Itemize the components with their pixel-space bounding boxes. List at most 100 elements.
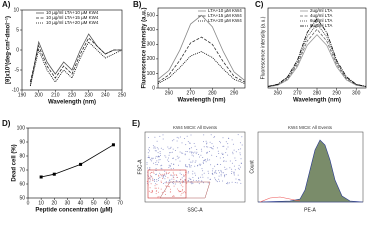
dot <box>155 162 157 163</box>
dot <box>173 157 174 159</box>
dot <box>167 159 169 161</box>
dot <box>228 137 230 139</box>
dot <box>185 165 187 167</box>
dot <box>234 182 236 183</box>
dot <box>181 152 183 154</box>
dot <box>160 188 162 190</box>
dot <box>151 192 153 194</box>
dot <box>200 148 202 150</box>
dot <box>161 192 163 194</box>
dot <box>239 142 241 144</box>
dot <box>213 136 215 138</box>
dot <box>168 185 169 187</box>
dot <box>162 177 164 179</box>
dot <box>206 152 208 154</box>
dot <box>154 147 156 149</box>
dot <box>162 178 163 179</box>
dot <box>156 180 158 182</box>
panel-title: KW4 MIC8: All Events <box>288 125 333 130</box>
dot <box>167 146 169 148</box>
dot <box>170 174 172 176</box>
y-tick-label: 5 <box>16 27 19 33</box>
panel-title: KW4 MIC8: All Events <box>173 125 218 130</box>
dot <box>218 178 220 180</box>
panel-label: E) <box>132 119 140 128</box>
x-tick-label: 280 <box>208 90 217 96</box>
dot <box>200 163 202 165</box>
dot <box>192 182 194 184</box>
dot <box>147 167 148 169</box>
dot <box>153 172 155 174</box>
dot <box>164 190 166 192</box>
dot <box>218 175 220 177</box>
legend-label: 10 µg/ml LTA+15 µM KW4 <box>46 15 99 20</box>
dot <box>180 174 182 175</box>
x-tick-label: 60 <box>104 200 110 206</box>
dot <box>225 174 227 176</box>
x-axis-label: Wavelength (nm) <box>48 100 96 106</box>
dot <box>149 159 151 161</box>
dot <box>226 148 228 150</box>
dot <box>151 176 153 178</box>
dot <box>241 144 243 146</box>
dot <box>158 196 160 198</box>
dot <box>211 154 213 156</box>
point <box>79 162 83 166</box>
y-tick-label: 10 <box>13 7 19 13</box>
dot <box>176 140 178 142</box>
dot <box>168 172 170 174</box>
dot <box>158 155 159 157</box>
dot <box>168 164 170 166</box>
y-tick-label: 0 <box>152 85 155 91</box>
dot <box>149 177 151 179</box>
series-line <box>29 37 122 83</box>
dot <box>176 188 178 190</box>
dot <box>218 170 220 172</box>
dot <box>151 158 153 160</box>
x-tick-label: 290 <box>332 90 341 96</box>
dot <box>172 157 174 159</box>
dot <box>169 166 171 168</box>
dot <box>153 171 155 173</box>
dot <box>216 147 218 149</box>
dot <box>156 164 158 166</box>
dot <box>190 182 192 184</box>
x-tick-label: 250 <box>118 92 127 98</box>
dot <box>182 186 184 188</box>
dot <box>177 157 179 159</box>
dot <box>207 159 209 161</box>
dot <box>155 164 157 166</box>
dot <box>224 176 226 178</box>
dot <box>149 187 151 189</box>
dot <box>222 172 224 174</box>
dot <box>169 180 171 182</box>
dot <box>194 172 196 174</box>
dot <box>185 151 187 152</box>
x-axis-label: Wavelength (nm) <box>293 98 341 104</box>
legend-label: 10 µg/ml LTA+10 µM KW4 <box>46 10 99 15</box>
dot <box>215 170 217 172</box>
dot <box>169 165 171 167</box>
dot <box>193 152 194 154</box>
dot <box>232 153 234 155</box>
dot <box>189 166 190 168</box>
dot <box>170 191 172 193</box>
dot <box>219 157 221 159</box>
dot <box>221 152 223 154</box>
dot <box>157 196 159 198</box>
point <box>39 175 43 179</box>
dot <box>190 147 192 149</box>
dot <box>202 161 204 163</box>
x-tick-label: 20 <box>52 200 58 206</box>
dot <box>184 153 186 155</box>
dot <box>157 156 159 158</box>
y-tick-label: -5 <box>15 67 20 73</box>
dot <box>146 182 148 184</box>
gate <box>159 181 211 199</box>
dot <box>226 168 228 170</box>
dot <box>171 151 173 153</box>
dot <box>155 157 157 159</box>
dot <box>192 173 194 175</box>
dot <box>190 166 192 168</box>
series-line <box>267 34 367 88</box>
